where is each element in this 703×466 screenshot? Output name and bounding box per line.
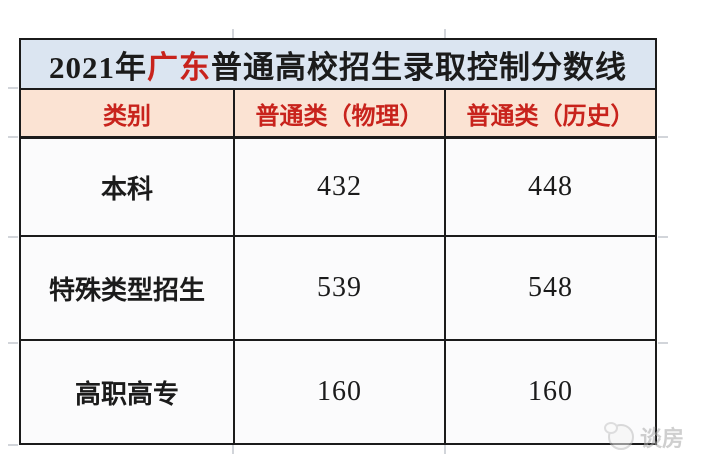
gridline-artifact bbox=[444, 445, 446, 454]
table-row: 本科 432 448 bbox=[21, 139, 655, 237]
watermark-text: 谈房 bbox=[640, 426, 685, 451]
title-suffix-part: 普通高校招生录取控制分数线 bbox=[211, 49, 627, 85]
table-title: 2021年 广东 普通高校招生录取控制分数线 bbox=[21, 40, 655, 90]
gridline-artifact bbox=[444, 29, 446, 38]
row-physics-score: 160 bbox=[235, 341, 446, 443]
gridline-artifact bbox=[8, 87, 18, 89]
gridline-artifact bbox=[232, 29, 234, 38]
gridline-artifact bbox=[658, 342, 668, 344]
gridline-artifact bbox=[658, 236, 668, 238]
gridline-artifact bbox=[232, 445, 234, 454]
gridline-artifact bbox=[8, 342, 18, 344]
table-row: 特殊类型招生 539 548 bbox=[21, 237, 655, 341]
gridline-artifact bbox=[8, 136, 18, 138]
row-physics-score: 539 bbox=[235, 237, 446, 339]
gridline-artifact bbox=[8, 236, 18, 238]
row-physics-score: 432 bbox=[235, 139, 446, 235]
gridline-artifact bbox=[658, 136, 668, 138]
table-header-row: 类别 普通类（物理） 普通类（历史） bbox=[21, 90, 655, 139]
watermark: 谈房 bbox=[604, 421, 685, 453]
row-history-score: 160 bbox=[528, 376, 573, 407]
row-history-score: 448 bbox=[528, 171, 573, 202]
header-physics: 普通类（物理） bbox=[235, 90, 446, 136]
watermark-logo-icon bbox=[604, 422, 634, 450]
admission-score-table: 2021年 广东 普通高校招生录取控制分数线 类别 普通类（物理） 普通类（历史） … bbox=[19, 38, 657, 445]
table-row: 高职高专 160 160 bbox=[21, 341, 655, 443]
gridline-artifact bbox=[8, 444, 18, 446]
row-category: 高职高专 bbox=[21, 341, 235, 443]
row-category: 特殊类型招生 bbox=[21, 237, 235, 339]
header-history: 普通类（历史） bbox=[466, 103, 635, 130]
row-category: 本科 bbox=[21, 139, 235, 235]
header-category: 类别 bbox=[21, 90, 235, 136]
title-province-highlight: 广东 bbox=[147, 49, 211, 85]
title-year-part: 2021年 bbox=[49, 49, 147, 85]
row-history-score: 548 bbox=[528, 272, 573, 303]
